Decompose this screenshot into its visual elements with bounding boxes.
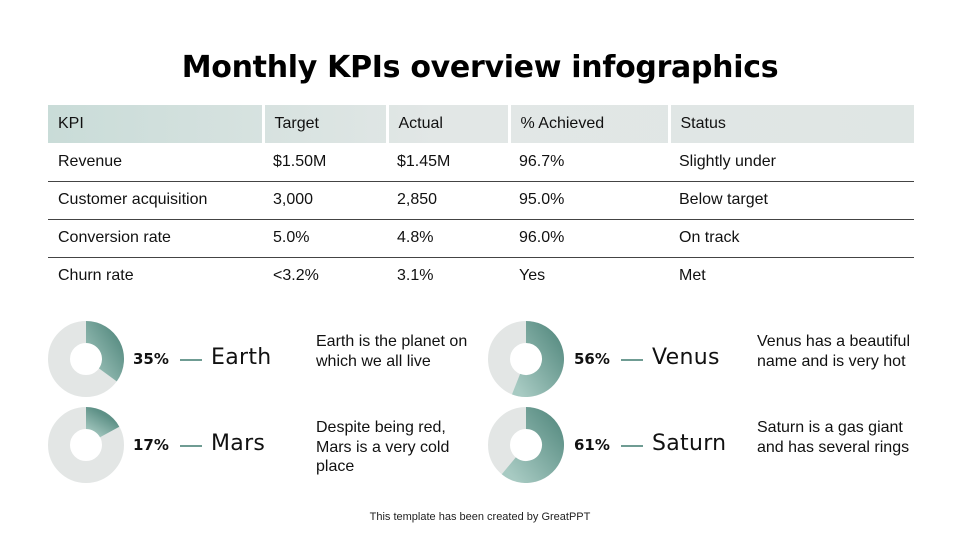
table-cell: $1.45M: [387, 143, 509, 182]
donut-progress-arc: [85, 321, 124, 382]
donut-progress-arc: [512, 321, 564, 397]
mars-description: Despite being red, Mars is a very cold p…: [316, 419, 450, 475]
table-row: Churn rate <3.2% 3.1% Yes Met: [48, 257, 914, 295]
connector-line: [621, 445, 643, 447]
column-header-actual: Actual: [385, 105, 509, 143]
table-cell: Slightly under: [669, 143, 914, 182]
column-header-achieved: % Achieved: [507, 105, 669, 143]
table-cell: 3,000: [263, 181, 387, 220]
mars-name: Mars: [211, 431, 266, 456]
mars-donut-chart: [48, 407, 124, 483]
table-cell: 96.7%: [509, 143, 669, 182]
table-cell: Churn rate: [58, 267, 134, 285]
table-row: Customer acquisition 3,000 2,850 95.0% B…: [48, 181, 914, 220]
table-cell: 95.0%: [509, 181, 669, 220]
table-header-row: KPI Target Actual % Achieved Status: [48, 105, 914, 143]
table-cell: Met: [679, 267, 706, 285]
column-header-target: Target: [261, 105, 387, 143]
connector-line: [621, 359, 643, 361]
table-cell: 3.1%: [397, 267, 434, 285]
column-header-kpi: KPI: [58, 115, 84, 132]
footer-credit: This template has been created by GreatP…: [369, 511, 591, 523]
table-cell: Revenue: [48, 143, 263, 182]
mars-percent: 17%: [133, 436, 169, 454]
earth-percent: 35%: [133, 350, 169, 368]
earth-description: Earth is the planet on which we all live: [316, 333, 468, 370]
earth-name: Earth: [211, 345, 272, 370]
table-cell: <3.2%: [273, 267, 319, 285]
page-title: Monthly KPIs overview infographics: [181, 50, 779, 85]
saturn-description: Saturn is a gas giant and has several ri…: [757, 419, 910, 456]
table-row: Revenue $1.50M $1.45M 96.7% Slightly und…: [48, 143, 914, 182]
table-cell: On track: [669, 219, 914, 258]
table-cell: Below target: [669, 181, 914, 220]
venus-description: Venus has a beautiful name and is very h…: [757, 333, 911, 370]
table-cell: Yes: [519, 267, 546, 285]
connector-line: [180, 445, 202, 447]
column-header-status: Status: [667, 105, 914, 143]
venus-percent: 56%: [574, 350, 610, 368]
earth-donut-chart: [48, 321, 124, 397]
saturn-name: Saturn: [652, 431, 727, 456]
table-cell: 4.8%: [387, 219, 509, 258]
table-cell: 2,850: [387, 181, 509, 220]
saturn-percent: 61%: [574, 436, 610, 454]
table-cell: 5.0%: [263, 219, 387, 258]
saturn-donut-chart: [488, 407, 564, 483]
donut-progress-arc: [85, 407, 120, 438]
table-cell: Conversion rate: [48, 219, 263, 258]
donut-progress-arc: [501, 407, 564, 483]
table-cell: $1.50M: [263, 143, 387, 182]
kpi-table: KPI Target Actual % Achieved Status Reve…: [48, 105, 914, 295]
table-row: Conversion rate 5.0% 4.8% 96.0% On track: [48, 219, 914, 258]
venus-name: Venus: [652, 345, 720, 370]
table-cell: 96.0%: [509, 219, 669, 258]
venus-donut-chart: [488, 321, 564, 397]
connector-line: [180, 359, 202, 361]
table-cell: Customer acquisition: [48, 181, 263, 220]
